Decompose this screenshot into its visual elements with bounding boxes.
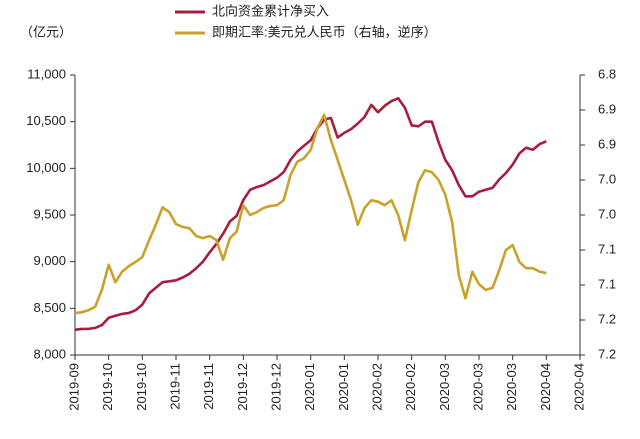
y2-tick-label: 7.2	[598, 311, 616, 326]
y-tick-label: 8,500	[33, 300, 66, 315]
y-axis-label: （亿元）	[20, 24, 72, 39]
legend-label: 即期汇率:美元兑人民币（右轴，逆序）	[212, 24, 437, 39]
y-tick-label: 10,500	[26, 113, 66, 128]
y2-tick-label: 6.9	[598, 136, 616, 151]
x-tick-label: 2020-03	[437, 363, 452, 411]
x-tick-label: 2020-02	[403, 363, 418, 411]
y2-tick-label: 7.1	[598, 276, 616, 291]
x-tick-label: 2019-12	[268, 363, 283, 411]
x-tick-label: 2020-03	[470, 363, 485, 411]
y2-tick-label: 7.1	[598, 241, 616, 256]
legend-label: 北向资金累计净买入	[212, 3, 329, 18]
x-tick-label: 2019-10	[134, 363, 149, 411]
y2-tick-label: 7.0	[598, 206, 616, 221]
y2-tick-label: 6.8	[598, 66, 616, 81]
y2-tick-label: 7.2	[598, 346, 616, 361]
y-tick-label: 8,000	[33, 346, 66, 361]
x-tick-label: 2019-09	[66, 363, 81, 411]
x-tick-label: 2020-02	[369, 363, 384, 411]
x-tick-label: 2020-03	[504, 363, 519, 411]
y2-tick-label: 7.0	[598, 171, 616, 186]
y-tick-label: 10,000	[26, 160, 66, 175]
x-tick-label: 2019-10	[100, 363, 115, 411]
y-tick-label: 9,000	[33, 253, 66, 268]
x-tick-label: 2019-12	[235, 363, 250, 411]
series-line	[74, 97, 547, 332]
y-tick-label: 9,500	[33, 206, 66, 221]
y-tick-label: 11,000	[27, 66, 66, 81]
x-tick-label: 2020-01	[302, 363, 317, 411]
x-tick-label: 2019-11	[201, 363, 216, 410]
x-tick-label: 2020-04	[571, 363, 586, 411]
x-tick-label: 2020-04	[538, 363, 553, 411]
x-tick-label: 2020-01	[336, 363, 351, 411]
y2-tick-label: 6.9	[598, 101, 616, 116]
series-line	[74, 113, 547, 315]
x-tick-label: 2019-11	[167, 363, 182, 410]
